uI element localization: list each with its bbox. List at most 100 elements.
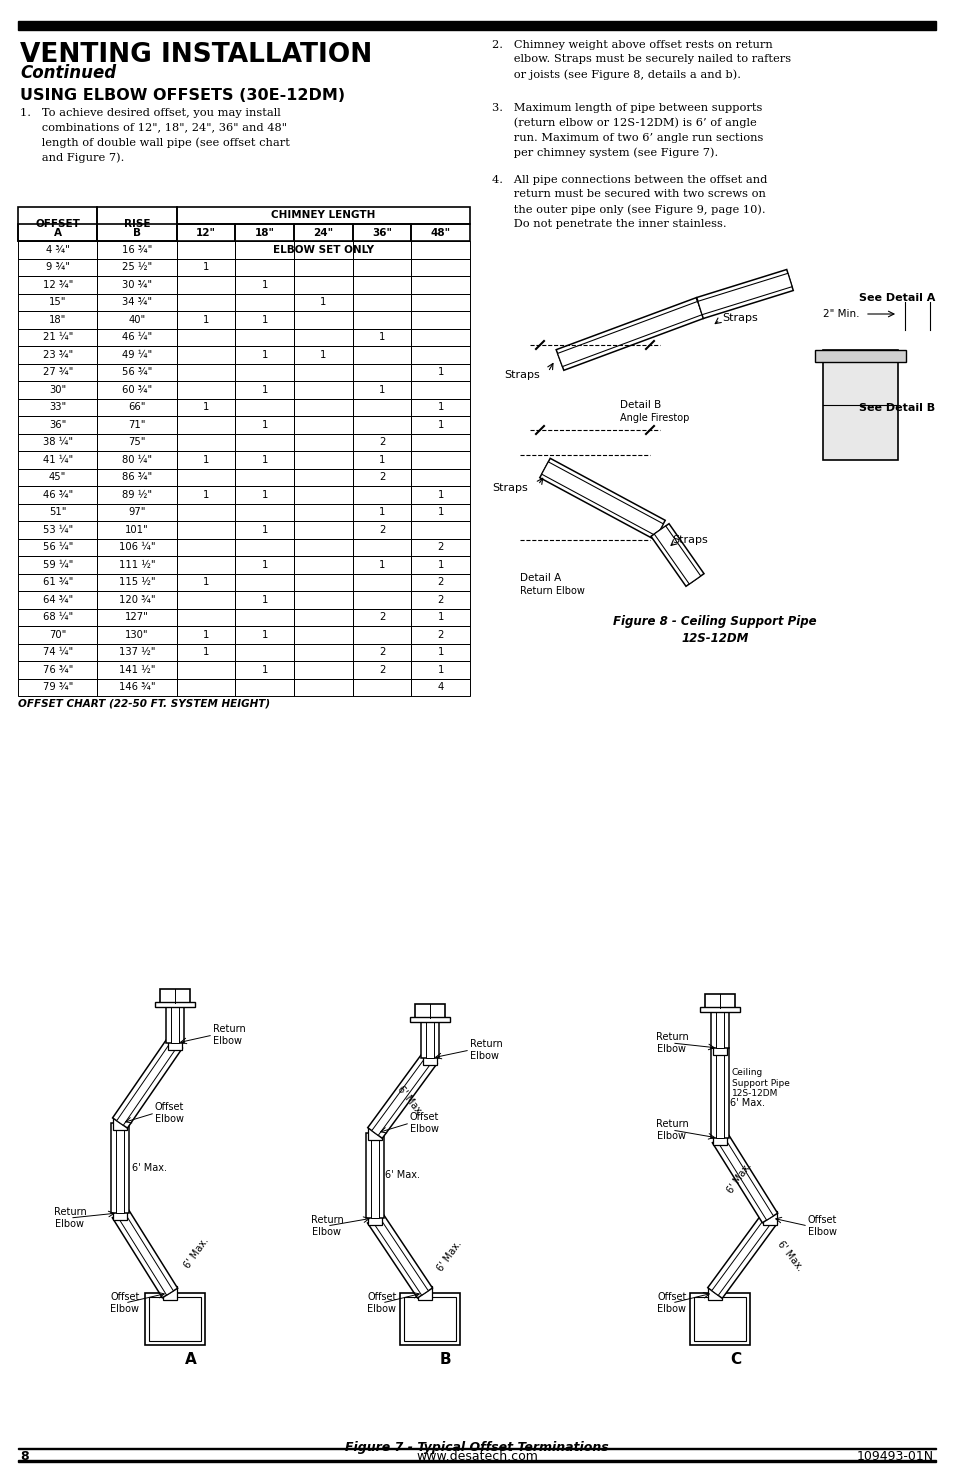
Polygon shape bbox=[716, 1007, 723, 1049]
Bar bbox=[18, 1459, 935, 1462]
Bar bbox=[97, 661, 176, 679]
Bar bbox=[18, 574, 97, 591]
Polygon shape bbox=[654, 527, 700, 584]
Text: 40": 40" bbox=[129, 314, 146, 324]
Text: 3.   Maximum length of pipe between supports
      (return elbow or 12S-12DM) is: 3. Maximum length of pipe between suppor… bbox=[492, 103, 762, 158]
Bar bbox=[294, 224, 353, 240]
Polygon shape bbox=[426, 1018, 434, 1058]
Text: 6' Max.: 6' Max. bbox=[729, 1097, 764, 1108]
Bar bbox=[353, 469, 411, 485]
Bar bbox=[353, 311, 411, 329]
Text: 46 ¼": 46 ¼" bbox=[122, 332, 152, 342]
Bar bbox=[176, 556, 235, 574]
Bar bbox=[176, 609, 235, 625]
Text: 1: 1 bbox=[203, 403, 209, 412]
Bar bbox=[18, 434, 97, 451]
Bar bbox=[353, 591, 411, 609]
Bar bbox=[97, 398, 176, 416]
Text: 30": 30" bbox=[49, 385, 67, 395]
Text: 56 ¾": 56 ¾" bbox=[122, 367, 152, 378]
Bar bbox=[411, 574, 470, 591]
Bar bbox=[411, 347, 470, 363]
Bar bbox=[410, 1016, 450, 1022]
Text: Detail A: Detail A bbox=[519, 572, 560, 583]
Bar bbox=[353, 434, 411, 451]
Text: OFFSET: OFFSET bbox=[35, 218, 80, 229]
Bar bbox=[97, 381, 176, 398]
Bar bbox=[411, 311, 470, 329]
Text: 21 ¼": 21 ¼" bbox=[43, 332, 72, 342]
Bar bbox=[294, 678, 353, 696]
Bar bbox=[353, 521, 411, 538]
Text: 130": 130" bbox=[125, 630, 149, 640]
Bar bbox=[411, 538, 470, 556]
Bar bbox=[411, 398, 470, 416]
Bar bbox=[18, 258, 97, 276]
Polygon shape bbox=[111, 1122, 129, 1212]
Polygon shape bbox=[698, 273, 791, 314]
Bar bbox=[176, 416, 235, 434]
Bar bbox=[97, 294, 176, 311]
Bar bbox=[97, 363, 176, 381]
Text: Return
Elbow: Return Elbow bbox=[53, 1207, 87, 1229]
Text: 1: 1 bbox=[437, 612, 443, 622]
Bar bbox=[353, 678, 411, 696]
Text: See Detail B: See Detail B bbox=[858, 403, 934, 413]
Text: 27 ¾": 27 ¾" bbox=[43, 367, 72, 378]
Text: 79 ¾": 79 ¾" bbox=[43, 683, 72, 692]
Bar bbox=[294, 347, 353, 363]
Bar bbox=[411, 329, 470, 347]
Bar bbox=[235, 329, 294, 347]
Text: Figure 7 - Typical Offset Terminations: Figure 7 - Typical Offset Terminations bbox=[345, 1441, 608, 1453]
Text: Straps: Straps bbox=[671, 535, 707, 544]
Text: Return
Elbow: Return Elbow bbox=[655, 1032, 688, 1053]
Text: 51": 51" bbox=[49, 507, 67, 518]
Bar bbox=[18, 521, 97, 538]
Bar bbox=[112, 1207, 127, 1220]
Text: Return
Elbow: Return Elbow bbox=[213, 1024, 246, 1046]
Bar bbox=[235, 347, 294, 363]
Bar bbox=[353, 276, 411, 294]
Bar bbox=[235, 294, 294, 311]
Text: 8: 8 bbox=[20, 1450, 29, 1463]
Bar bbox=[294, 591, 353, 609]
Bar bbox=[294, 556, 353, 574]
Text: Continued: Continued bbox=[20, 63, 116, 83]
Bar bbox=[97, 591, 176, 609]
Text: 16 ¾": 16 ¾" bbox=[122, 245, 152, 255]
Bar bbox=[411, 591, 470, 609]
Bar bbox=[411, 224, 470, 240]
Bar bbox=[235, 625, 294, 643]
Bar bbox=[294, 538, 353, 556]
Bar bbox=[235, 311, 294, 329]
Bar bbox=[235, 416, 294, 434]
Bar bbox=[411, 469, 470, 485]
Bar bbox=[18, 538, 97, 556]
Polygon shape bbox=[372, 1056, 433, 1136]
Text: 74 ¼": 74 ¼" bbox=[43, 648, 72, 658]
Bar bbox=[176, 678, 235, 696]
Polygon shape bbox=[696, 270, 793, 319]
Text: 1: 1 bbox=[378, 507, 385, 518]
Text: Figure 8 - Ceiling Support Pipe
12S-12DM: Figure 8 - Ceiling Support Pipe 12S-12DM bbox=[613, 615, 816, 645]
Polygon shape bbox=[420, 1018, 438, 1058]
Bar bbox=[97, 521, 176, 538]
Text: 1: 1 bbox=[261, 350, 268, 360]
Bar bbox=[353, 240, 411, 258]
Bar bbox=[176, 661, 235, 679]
Text: 1: 1 bbox=[261, 630, 268, 640]
Text: 1: 1 bbox=[261, 454, 268, 465]
Bar bbox=[411, 434, 470, 451]
Bar bbox=[814, 350, 905, 361]
Bar bbox=[353, 329, 411, 347]
Text: 115 ½": 115 ½" bbox=[119, 577, 155, 587]
Polygon shape bbox=[367, 1053, 436, 1139]
Text: 2: 2 bbox=[378, 648, 385, 658]
Bar bbox=[97, 678, 176, 696]
Bar bbox=[97, 538, 176, 556]
Text: 48": 48" bbox=[430, 227, 450, 237]
Text: 12 ¾": 12 ¾" bbox=[43, 280, 72, 289]
Bar bbox=[97, 224, 176, 240]
Text: 53 ¼": 53 ¼" bbox=[43, 525, 72, 535]
Bar bbox=[149, 1297, 201, 1341]
